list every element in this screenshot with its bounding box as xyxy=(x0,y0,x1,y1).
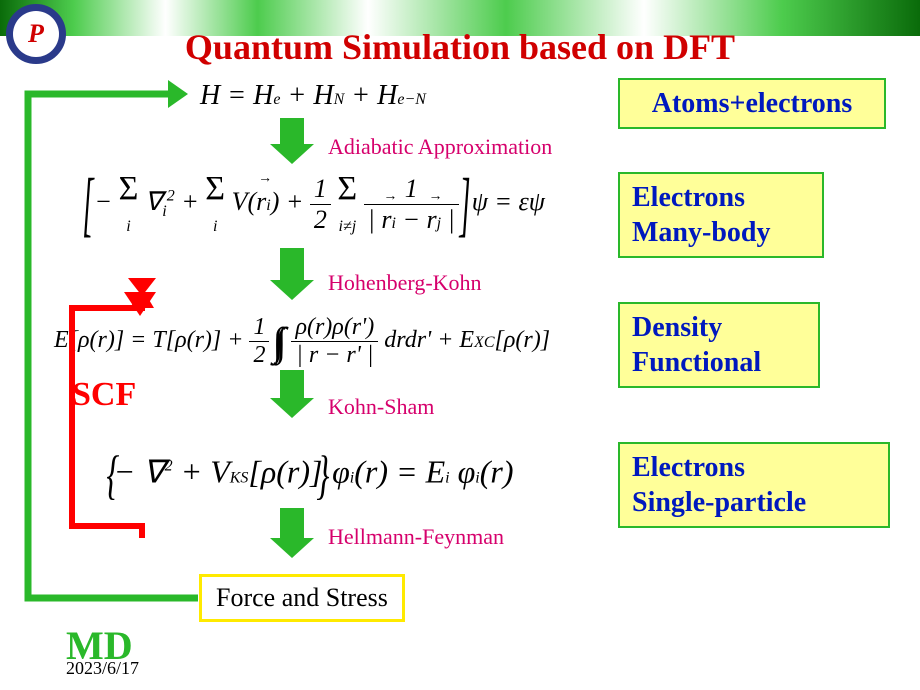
arrow-adiabatic xyxy=(280,118,304,146)
arrow-hohenberg xyxy=(280,248,304,282)
force-stress-box: Force and Stress xyxy=(199,574,405,622)
arrow-kohn-sham xyxy=(280,370,304,400)
slide-date: 2023/6/17 xyxy=(66,658,139,679)
step-adiabatic: Adiabatic Approximation xyxy=(328,134,552,160)
step-hellmann: Hellmann-Feynman xyxy=(328,524,504,550)
step-hohenberg: Hohenberg-Kohn xyxy=(328,270,482,296)
badge-density-functional: Density Functional xyxy=(618,302,820,388)
equation-hamiltonian: H = He + HN + He−N xyxy=(200,80,426,112)
arrow-hellmann xyxy=(280,508,304,540)
md-loop-arrow xyxy=(12,82,212,612)
badge-single-particle: Electrons Single-particle xyxy=(618,442,890,528)
page-title: Quantum Simulation based on DFT xyxy=(0,26,920,68)
badge-atoms-electrons: Atoms+electrons xyxy=(618,78,886,129)
step-kohn-sham: Kohn-Sham xyxy=(328,394,434,420)
badge-many-body: Electrons Many-body xyxy=(618,172,824,258)
